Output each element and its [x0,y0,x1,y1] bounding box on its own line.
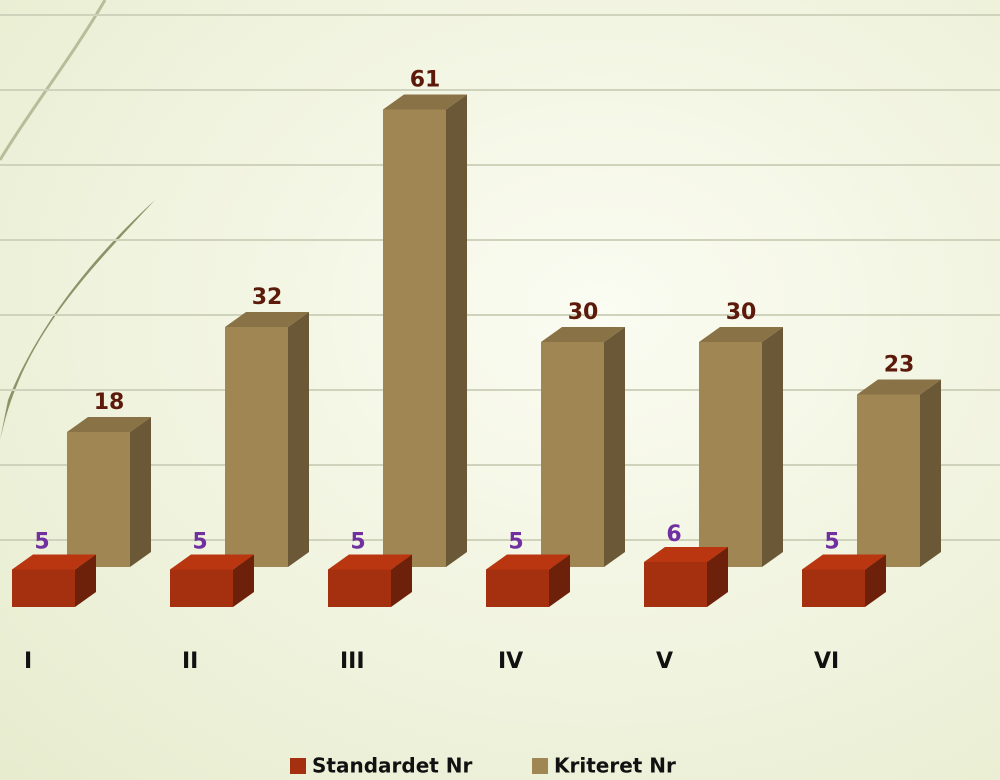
bar-top [328,554,412,570]
value-label: 30 [568,300,599,325]
bar-top [699,327,783,342]
bar [225,312,309,567]
value-label: 30 [726,300,757,325]
bar-front [12,569,75,607]
bar [644,547,728,607]
legend-label: Standardet Nr [312,754,473,778]
bar-top [541,327,625,342]
decor-curve [0,0,107,161]
bar [486,554,570,607]
bar [12,554,96,607]
bar-top [857,379,941,395]
bar-top [225,312,309,327]
x-tick-label: II [182,649,198,674]
x-tick-label: VI [814,649,839,674]
bar-front [802,569,865,607]
bar-side [130,417,151,567]
bar-side [707,547,728,607]
value-label: 5 [508,530,523,555]
value-label: 5 [824,530,839,555]
bar-top [802,554,886,570]
bar [67,417,151,567]
bar [541,327,625,567]
bar-side [549,554,570,607]
bar-top [12,554,96,570]
bar [328,554,412,607]
bar-side [604,327,625,567]
value-label: 23 [884,353,915,378]
legend-swatch [290,758,306,774]
bar-front [170,569,233,607]
bar-side [75,554,96,607]
bar [699,327,783,567]
bar-side [233,554,254,607]
value-label: 5 [192,530,207,555]
bar [383,94,467,567]
bar-front [541,342,604,567]
value-label: 5 [350,530,365,555]
bar-top [644,547,728,562]
bar-front [383,109,446,567]
value-label: 5 [34,530,49,555]
bar-side [288,312,309,567]
bar-side [762,327,783,567]
bar-side [446,94,467,567]
bar-top [486,554,570,570]
bar-front [486,569,549,607]
value-label: 18 [94,390,125,415]
bar-front [644,562,707,607]
value-label: 6 [666,522,681,547]
bar-side [920,379,941,567]
bar-front [67,432,130,567]
bar [857,379,941,567]
x-tick-label: III [340,649,365,674]
legend-label: Kriteret Nr [554,754,676,778]
bar-front [225,327,288,567]
bar-side [391,554,412,607]
bar-top [170,554,254,570]
value-label: 32 [252,285,283,310]
bar-side [865,554,886,607]
legend-swatch [532,758,548,774]
x-tick-label: V [656,649,673,674]
bar-front [328,569,391,607]
x-tick-label: I [24,649,32,674]
bar-front [857,394,920,567]
bar [802,554,886,607]
bar-top [67,417,151,432]
value-label: 61 [410,68,441,93]
x-tick-label: IV [498,649,523,674]
bar-top [383,94,467,110]
bar-front [699,342,762,567]
bar [170,554,254,607]
